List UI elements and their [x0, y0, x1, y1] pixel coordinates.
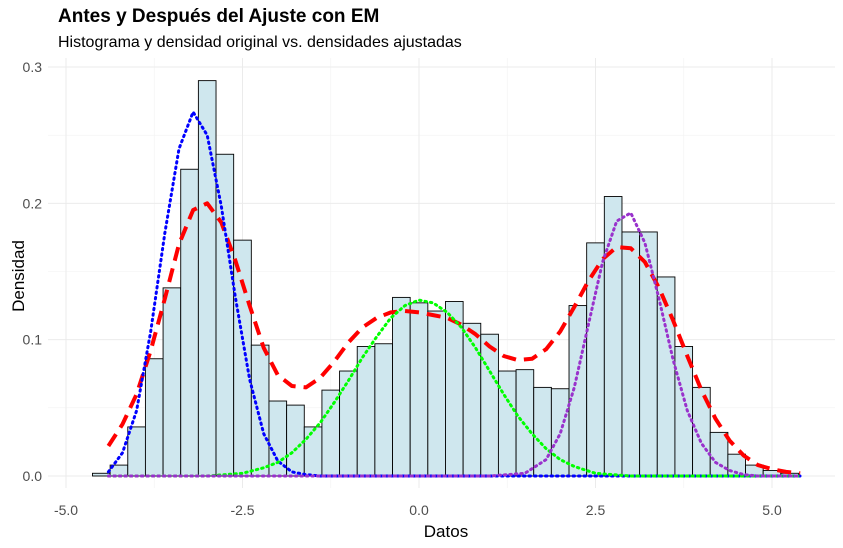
histogram-bar — [197, 80, 217, 477]
x-tick-label: 5.0 — [762, 502, 782, 518]
histogram-bar — [497, 370, 517, 477]
histogram-bar — [250, 344, 270, 477]
histogram-bar — [356, 346, 376, 477]
histogram-bar — [621, 231, 641, 477]
chart-subtitle: Histograma y densidad original vs. densi… — [58, 34, 462, 51]
chart-title: Antes y Después del Ajuste con EM — [58, 6, 380, 27]
x-tick-label: 2.5 — [586, 502, 606, 518]
histogram-bar — [233, 239, 252, 477]
histogram-bar — [427, 310, 446, 477]
x-tick-label: -5.0 — [54, 502, 78, 518]
x-tick-label: 0.0 — [409, 502, 429, 518]
histogram-bar — [286, 404, 305, 477]
fitted-density-curve-1 — [106, 110, 802, 478]
fitted-density-curve-3 — [106, 211, 802, 478]
x-axis-tick-labels: -5.0 -2.5 0.0 2.5 5.0 — [54, 502, 782, 518]
histogram-bar — [321, 389, 341, 477]
histogram-bar — [392, 296, 411, 477]
y-tick-label: 0.0 — [23, 468, 43, 484]
histogram-bar — [127, 426, 146, 477]
x-axis-title: Datos — [424, 522, 468, 541]
histogram-bar — [303, 426, 323, 477]
y-tick-label: 0.1 — [23, 332, 43, 348]
histogram-bar — [639, 231, 658, 477]
y-tick-label: 0.2 — [23, 195, 43, 211]
histogram-bar — [374, 343, 393, 477]
x-tick-label: -2.5 — [230, 502, 254, 518]
histogram-bar — [462, 322, 482, 477]
histogram-bar — [409, 302, 429, 477]
y-axis-title: Densidad — [9, 240, 28, 312]
histogram-bar — [480, 333, 499, 477]
histogram-bar — [215, 153, 235, 477]
histogram-bar — [339, 370, 358, 477]
histogram-bar — [144, 358, 164, 477]
y-tick-label: 0.3 — [23, 59, 43, 75]
histogram-bar — [568, 305, 588, 477]
y-axis-tick-labels: 0.0 0.1 0.2 0.3 — [23, 59, 43, 484]
histogram-bar — [603, 196, 623, 477]
histogram-bar — [586, 242, 605, 477]
histogram-bars — [92, 80, 799, 477]
histogram-bar — [162, 287, 182, 477]
density-curves — [106, 110, 802, 478]
